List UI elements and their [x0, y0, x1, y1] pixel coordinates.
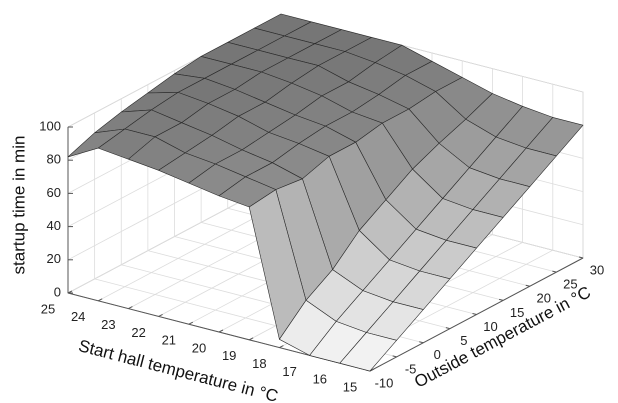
- surface-cell: [339, 332, 397, 372]
- tick-mark: [445, 327, 450, 330]
- tick-mark: [472, 313, 477, 315]
- tick-mark: [552, 270, 557, 273]
- y-tick-label: 25: [563, 277, 577, 292]
- tick-mark: [248, 337, 254, 341]
- z-axis-label: startup time in min: [9, 136, 28, 275]
- y-tick-label: 5: [460, 333, 467, 348]
- x-tick-label: 19: [222, 348, 236, 363]
- tick-mark: [419, 341, 424, 344]
- tick-mark: [279, 345, 284, 349]
- x-tick-label: 24: [71, 309, 85, 324]
- z-tick-label: 60: [47, 185, 61, 200]
- tick-mark: [499, 298, 504, 301]
- z-tick-label: 0: [54, 284, 61, 299]
- z-tick-label: 80: [47, 152, 61, 167]
- y-tick-label: 0: [434, 347, 441, 362]
- tick-mark: [218, 329, 224, 333]
- x-axis-label: Start hall temperature in °C: [77, 336, 280, 403]
- tick-mark: [392, 355, 397, 358]
- x-tick-label: 18: [252, 356, 266, 371]
- x-tick-label: 23: [101, 317, 115, 332]
- z-tick-label: 100: [39, 118, 61, 133]
- y-tick-label: -10: [375, 375, 394, 390]
- tick-mark: [525, 284, 530, 287]
- tick-mark: [158, 313, 163, 317]
- tick-mark: [188, 321, 194, 325]
- x-tick-label: 16: [313, 372, 327, 387]
- x-tick-label: 22: [131, 325, 145, 340]
- y-tick-label: -5: [405, 361, 417, 376]
- z-tick-label: 20: [47, 251, 61, 266]
- x-tick-label: 17: [282, 364, 296, 379]
- x-tick-label: 25: [41, 301, 55, 316]
- y-tick-label: 10: [483, 319, 497, 334]
- tick-mark: [578, 256, 584, 259]
- x-tick-label: 21: [162, 333, 176, 348]
- y-tick-label: 15: [510, 305, 524, 320]
- x-tick-label: 20: [192, 340, 206, 355]
- x-tick-label: 15: [343, 379, 357, 394]
- tick-mark: [67, 290, 73, 294]
- z-tick-label: 40: [47, 218, 61, 233]
- y-tick-label: 20: [537, 291, 551, 306]
- y-tick-label: 30: [590, 262, 604, 277]
- tick-mark: [97, 298, 103, 302]
- tick-mark: [128, 306, 133, 310]
